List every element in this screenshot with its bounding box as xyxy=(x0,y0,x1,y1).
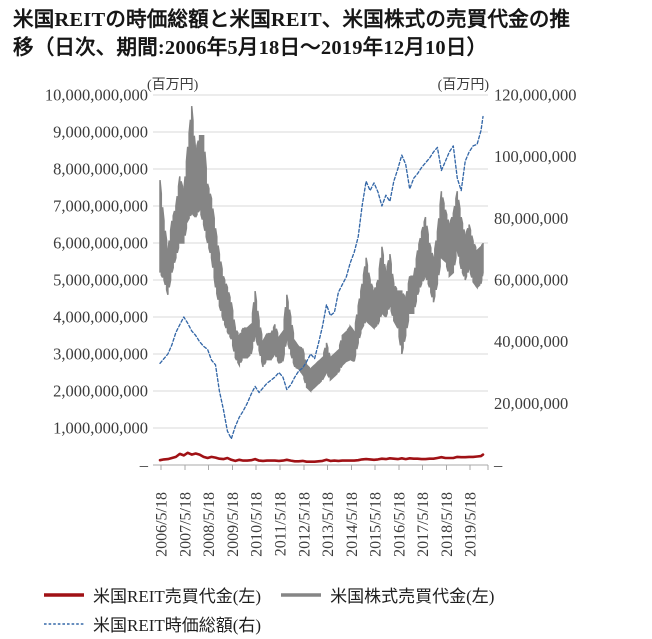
legend-label-reit-trading-value: 米国REIT売買代金(左) xyxy=(93,587,262,606)
legend-item-equity-trading-value: 米国株式売買代金(左) xyxy=(281,582,494,607)
left-tick-label: 8,000,000,000 xyxy=(53,160,148,179)
x-tick-label: 2019/5/18 xyxy=(463,492,480,557)
gridlines xyxy=(153,94,488,466)
legend-row-2: 米国REIT時価総額(右) xyxy=(44,611,261,636)
x-tick-label: 2016/5/18 xyxy=(391,492,408,557)
series-米国REIT売買代金(左) xyxy=(158,451,485,464)
x-tick-label: 2017/5/18 xyxy=(415,492,432,557)
legend-label-reit-market-cap: 米国REIT時価総額(右) xyxy=(93,616,262,635)
chart-title: 米国REITの時価総額と米国REIT、米国株式の売買代金の推 移（日次、期間:2… xyxy=(13,7,645,63)
left-tick-label: 2,000,000,000 xyxy=(53,382,148,401)
left-tick-label: – xyxy=(139,456,149,475)
left-tick-label: 9,000,000,000 xyxy=(53,123,148,142)
x-tick-label: 2011/5/18 xyxy=(272,492,289,556)
chart-title-line2: 移（日次、期間:2006年5月18日～2019年12月10日） xyxy=(13,36,488,59)
x-tick-label: 2015/5/18 xyxy=(368,492,385,557)
series-米国REIT時価総額(右) xyxy=(159,115,484,440)
legend-line-red-icon xyxy=(44,592,84,597)
x-tick-label: 2013/5/18 xyxy=(320,492,337,557)
legend-line-gray-icon xyxy=(281,592,322,597)
right-tick-label: – xyxy=(493,456,503,475)
legend-line-blue-dashed-icon xyxy=(44,622,84,625)
x-tick-label: 2007/5/18 xyxy=(177,492,194,557)
x-axis: 2006/5/18 2007/5/18 2008/5/18 2009/5/18 2010… xyxy=(154,465,489,557)
right-axis-unit: (百万円) xyxy=(438,77,490,93)
left-tick-label: 6,000,000,000 xyxy=(53,234,148,253)
series-米国株式売買代金(左) xyxy=(159,106,484,393)
right-tick-label: 40,000,000 xyxy=(494,332,568,351)
left-axis-labels: 10,000,000,000 9,000,000,000 8,000,000,000… xyxy=(45,86,149,475)
left-tick-label: 4,000,000,000 xyxy=(53,308,148,327)
right-tick-label: 60,000,000 xyxy=(494,271,568,290)
right-tick-label: 120,000,000 xyxy=(494,86,577,105)
right-tick-label: 20,000,000 xyxy=(494,394,568,413)
right-tick-label: 100,000,000 xyxy=(494,147,577,166)
legend-row-1: 米国REIT売買代金(左) 米国株式売買代金(左) xyxy=(44,582,494,607)
x-tick-label: 2008/5/18 xyxy=(201,492,218,557)
left-tick-label: 5,000,000,000 xyxy=(53,271,148,290)
x-tick-label: 2012/5/18 xyxy=(296,492,313,557)
left-tick-label: 7,000,000,000 xyxy=(53,197,148,216)
x-tick-label: 2010/5/18 xyxy=(249,492,266,557)
legend-item-reit-market-cap: 米国REIT時価総額(右) xyxy=(44,611,261,636)
right-tick-label: 80,000,000 xyxy=(494,209,568,228)
left-tick-label: 10,000,000,000 xyxy=(45,86,148,105)
legend-item-reit-trading-value: 米国REIT売買代金(左) xyxy=(44,582,261,607)
x-tick-label: 2014/5/18 xyxy=(344,492,361,557)
legend-label-equity-trading-value: 米国株式売買代金(左) xyxy=(330,587,495,606)
x-tick-label: 2018/5/18 xyxy=(439,492,456,557)
x-tick-label: 2009/5/18 xyxy=(225,492,242,557)
right-axis-labels: 120,000,000 100,000,000 80,000,000 60,000,0… xyxy=(493,86,577,475)
chart-title-line1: 米国REITの時価総額と米国REIT、米国株式の売買代金の推 xyxy=(13,9,571,31)
left-axis-unit: (百万円) xyxy=(147,77,199,93)
left-tick-label: 3,000,000,000 xyxy=(53,345,148,364)
x-tick-label: 2006/5/18 xyxy=(154,492,171,557)
left-tick-label: 1,000,000,000 xyxy=(53,419,148,438)
